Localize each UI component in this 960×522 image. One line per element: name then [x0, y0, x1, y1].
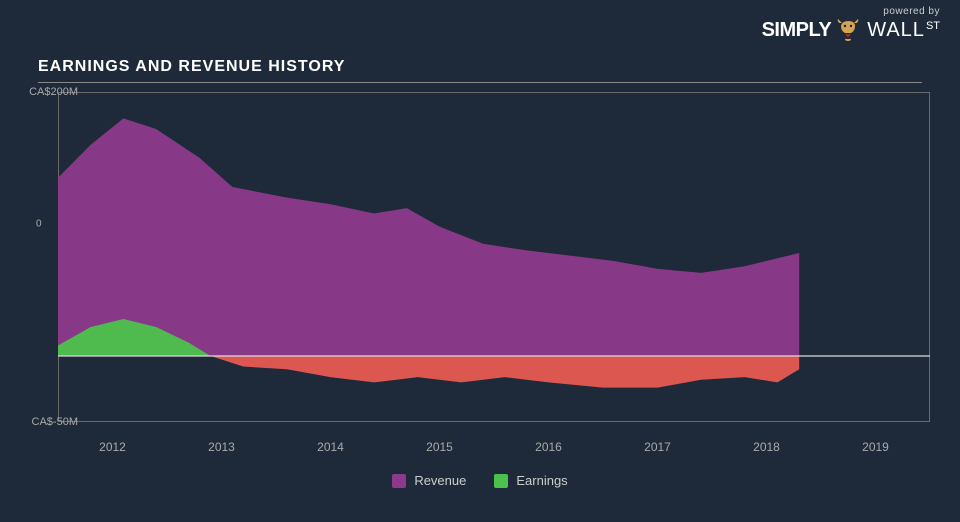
x-tick: 2015 — [426, 440, 453, 454]
x-tick: 2017 — [644, 440, 671, 454]
branding: powered by SIMPLY WALLST — [762, 6, 940, 43]
x-tick: 2012 — [99, 440, 126, 454]
powered-by-text: powered by — [762, 6, 940, 17]
legend-swatch-revenue — [392, 474, 406, 488]
legend-label-earnings: Earnings — [516, 473, 567, 488]
y-label: CA$-50M — [32, 416, 78, 428]
legend-item-revenue: Revenue — [392, 473, 466, 488]
brand-row: SIMPLY WALLST — [762, 17, 940, 43]
legend: Revenue Earnings — [0, 473, 960, 488]
x-tick: 2013 — [208, 440, 235, 454]
x-tick: 2018 — [753, 440, 780, 454]
legend-item-earnings: Earnings — [494, 473, 567, 488]
x-tick: 2014 — [317, 440, 344, 454]
x-tick: 2016 — [535, 440, 562, 454]
y-label-mid: 0 — [36, 219, 46, 230]
brand-simply: SIMPLY — [762, 19, 832, 42]
legend-swatch-earnings — [494, 474, 508, 488]
legend-label-revenue: Revenue — [414, 473, 466, 488]
chart-title: EARNINGS AND REVENUE HISTORY — [38, 58, 345, 76]
brand-wall-wrap: WALLST — [865, 19, 940, 42]
chart-area: CA$200MCA$-50M 0 20122013201420152016201… — [58, 92, 930, 422]
chart-svg — [58, 92, 930, 422]
brand-st: ST — [926, 20, 940, 32]
y-label: CA$200M — [29, 86, 78, 98]
x-tick: 2019 — [862, 440, 889, 454]
brand-wall: WALL — [867, 19, 925, 41]
title-rule — [38, 82, 922, 83]
bull-icon — [835, 17, 861, 43]
